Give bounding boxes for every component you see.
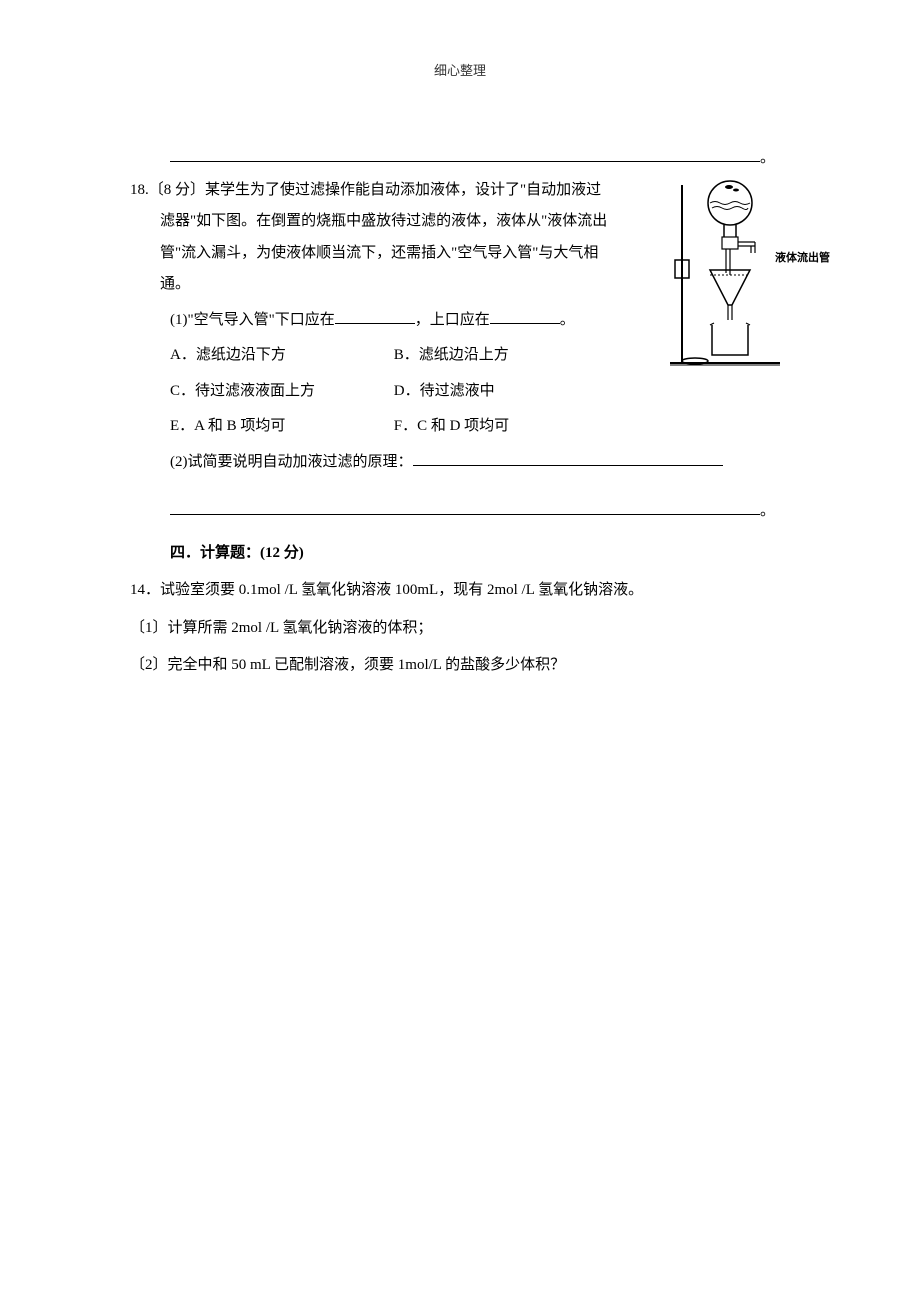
- sub1-text-a: "空气导入管"下口应在: [188, 312, 335, 328]
- q18-points: 〔8 分〕: [149, 182, 205, 198]
- diagram-label: 液体流出管: [775, 247, 830, 270]
- blank-field: [490, 306, 560, 324]
- blank-field: [413, 448, 723, 466]
- option-a: A．滤纸边沿下方: [170, 340, 390, 372]
- header-text: 细心整理: [434, 63, 486, 78]
- option-row-2: C．待过滤液液面上方 D．待过滤液中: [130, 376, 790, 408]
- section-title-text: 四．计算题：(12 分): [170, 545, 304, 561]
- sub2-label: (2): [170, 454, 188, 470]
- prev-blank-line: 。: [130, 143, 790, 175]
- q14-sub1-text: 〔1〕计算所需 2mol /L 氢氧化钠溶液的体积；: [130, 620, 432, 636]
- option-f: F．C 和 D 项均可: [394, 411, 509, 443]
- option-e: E．A 和 B 项均可: [170, 411, 390, 443]
- q14-body: 试验室须要 0.1mol /L 氢氧化钠溶液 100mL，现有 2mol /L …: [160, 582, 643, 598]
- q18-blank-line2: 。: [130, 496, 790, 528]
- period: 。: [760, 150, 775, 166]
- q14-sub2: 〔2〕完全中和 50 mL 已配制溶液，须要 1mol/L 的盐酸多少体积？: [130, 650, 790, 682]
- page-header: 细心整理: [0, 0, 920, 79]
- q18-number: 18.: [130, 182, 149, 198]
- period: 。: [760, 503, 775, 519]
- question-18: 18.〔8 分〕某学生为了使过滤操作能自动添加液体，设计了"自动加液过滤器"如下…: [130, 175, 790, 528]
- option-b: B．滤纸边沿上方: [394, 340, 509, 372]
- section-4-title: 四．计算题：(12 分): [130, 538, 790, 570]
- option-c: C．待过滤液液面上方: [170, 376, 390, 408]
- q18-sub2: (2)试简要说明自动加液过滤的原理：: [130, 447, 790, 479]
- period: 。: [560, 312, 575, 328]
- sub1-label: (1): [170, 312, 188, 328]
- sub2-text: 试简要说明自动加液过滤的原理：: [188, 454, 413, 470]
- q14-sub2-text: 〔2〕完全中和 50 mL 已配制溶液，须要 1mol/L 的盐酸多少体积？: [130, 657, 565, 673]
- sub1-text-b: ，上口应在: [415, 312, 490, 328]
- content-area: 。 18.〔8 分〕某学生为了使过滤操作能自动添加液体，设计了"自动加液过滤器"…: [0, 79, 920, 682]
- q14-number: 14．: [130, 582, 160, 598]
- q18-body: 18.〔8 分〕某学生为了使过滤操作能自动添加液体，设计了"自动加液过滤器"如下…: [130, 175, 615, 301]
- blank-field: [335, 306, 415, 324]
- option-row-3: E．A 和 B 项均可 F．C 和 D 项均可: [130, 411, 790, 443]
- question-14: 14．试验室须要 0.1mol /L 氢氧化钠溶液 100mL，现有 2mol …: [130, 575, 790, 607]
- q14-sub1: 〔1〕计算所需 2mol /L 氢氧化钠溶液的体积；: [130, 613, 790, 645]
- q18-body-text: 某学生为了使过滤操作能自动添加液体，设计了"自动加液过滤器"如下图。在倒置的烧瓶…: [160, 182, 607, 293]
- apparatus-diagram: 液体流出管: [660, 175, 810, 375]
- option-d: D．待过滤液中: [394, 376, 495, 408]
